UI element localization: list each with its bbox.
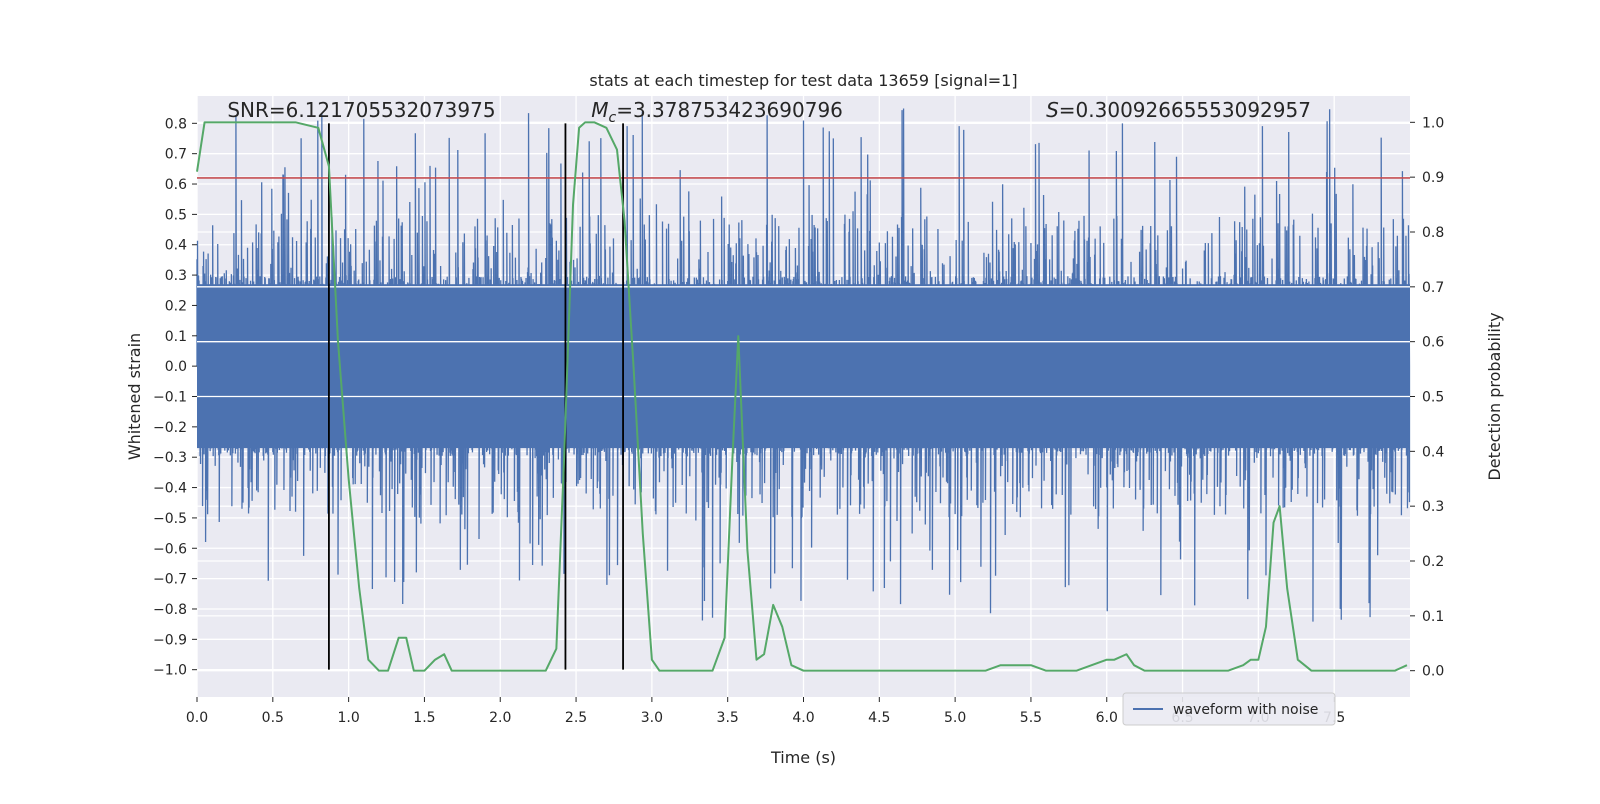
waveform-core — [197, 284, 1410, 449]
annotation-mc: Mc=3.378753423690796 — [591, 98, 843, 126]
y-tick-label: −0.7 — [153, 572, 187, 588]
legend: waveform with noise — [1122, 692, 1336, 726]
y2-tick-label: 0.9 — [1422, 170, 1444, 186]
y-tick-label: 0.5 — [165, 207, 187, 223]
y-tick-label: 0.8 — [165, 116, 187, 132]
y-tick-label: −0.8 — [153, 602, 187, 618]
y-tick-label: −0.9 — [153, 632, 187, 648]
y2-tick-label: 0.4 — [1422, 444, 1444, 460]
y2-tick-label: 0.2 — [1422, 554, 1444, 570]
x-tick-label: 1.0 — [337, 710, 359, 726]
x-tick-label: 1.5 — [413, 710, 435, 726]
probability-series — [196, 121, 1408, 672]
y-tick-label: −0.5 — [153, 511, 187, 527]
y-axis-label: Whitened strain — [125, 333, 144, 460]
y2-tick-label: 0.0 — [1422, 664, 1444, 680]
y-tick-label: −0.1 — [153, 390, 187, 406]
x-tick-label: 4.5 — [868, 710, 890, 726]
x-tick-label: 0.5 — [262, 710, 284, 726]
y-tick-label: 0.7 — [165, 147, 187, 163]
y2-tick-label: 0.8 — [1422, 225, 1444, 241]
y-tick-label: 0.1 — [165, 329, 187, 345]
y2-tick-label: 0.5 — [1422, 390, 1444, 406]
annotation-snr: SNR=6.121705532073975 — [227, 98, 495, 122]
y-tick-label: 0.0 — [165, 359, 187, 375]
x-tick-label: 4.0 — [792, 710, 814, 726]
waveform-series — [196, 108, 1411, 622]
y-tick-label: 0.6 — [165, 177, 187, 193]
x-axis-label: Time (s) — [770, 748, 836, 767]
y-tick-label: −0.6 — [153, 541, 187, 557]
y-tick-label: 0.4 — [165, 238, 187, 254]
x-tick-label: 2.0 — [489, 710, 511, 726]
tick-labels: 0.00.51.01.52.02.53.03.54.04.55.05.56.06… — [153, 115, 1444, 726]
annotation-mc-subscript: c — [608, 110, 616, 126]
x-tick-label: 3.0 — [641, 710, 663, 726]
annotation-mc-value: =3.378753423690796 — [616, 98, 843, 122]
legend-label: waveform with noise — [1173, 702, 1318, 718]
y-tick-label: −1.0 — [153, 663, 187, 679]
y-tick-label: 0.3 — [165, 268, 187, 284]
y-tick-label: 0.2 — [165, 298, 187, 314]
annotation-s-symbol: S — [1046, 98, 1059, 122]
y2-tick-label: 0.1 — [1422, 609, 1444, 625]
x-tick-label: 0.0 — [186, 710, 208, 726]
y-tick-label: −0.3 — [153, 450, 187, 466]
annotation-s: S=0.30092665553092957 — [1046, 98, 1311, 122]
probability-line — [196, 121, 1408, 672]
y2-tick-label: 0.7 — [1422, 280, 1444, 296]
x-tick-label: 5.5 — [1020, 710, 1042, 726]
y2-tick-label: 1.0 — [1422, 115, 1444, 131]
y-tick-label: −0.4 — [153, 481, 187, 497]
x-tick-label: 2.5 — [565, 710, 587, 726]
annotation-s-value: =0.30092665553092957 — [1059, 98, 1311, 122]
annotation-mc-symbol: M — [591, 98, 608, 122]
y2-tick-label: 0.6 — [1422, 335, 1444, 351]
y-tick-label: −0.2 — [153, 420, 187, 436]
x-tick-label: 5.0 — [944, 710, 966, 726]
y2-tick-label: 0.3 — [1422, 499, 1444, 515]
chart-title: stats at each timestep for test data 136… — [589, 71, 1017, 90]
x-tick-label: 6.0 — [1096, 710, 1118, 726]
legend-box — [1122, 692, 1336, 726]
y2-axis-label: Detection probability — [1485, 312, 1504, 480]
x-tick-label: 3.5 — [717, 710, 739, 726]
